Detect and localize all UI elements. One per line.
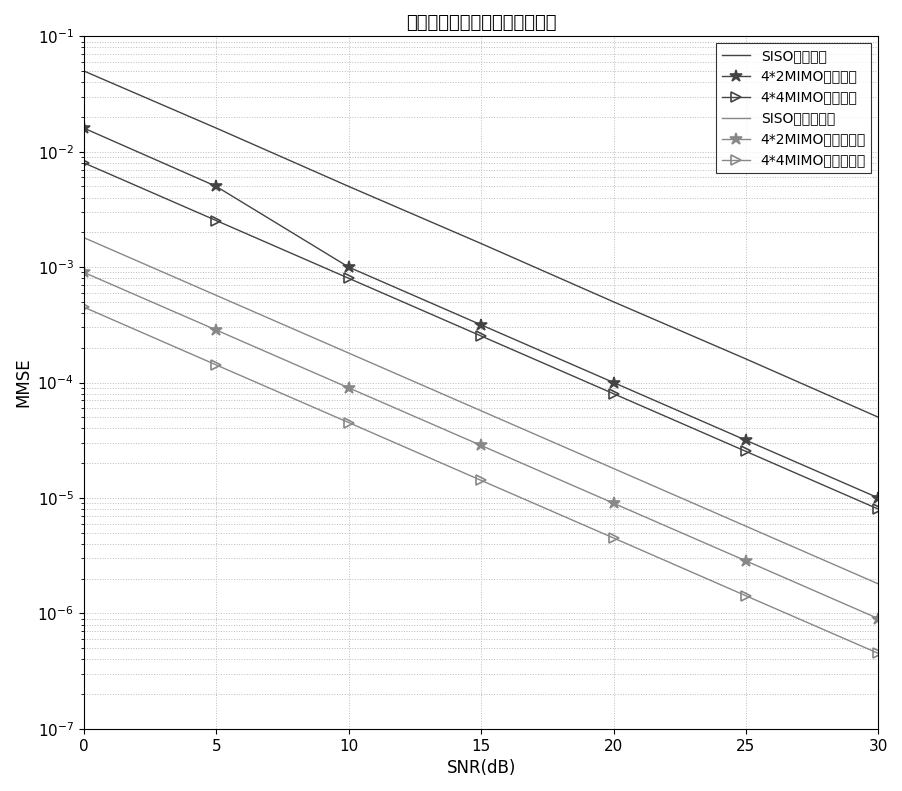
4*2MIMO本发明方案	[78, 267, 89, 277]
4*2MIMO传统方案	[78, 123, 89, 133]
4*4MIMO本发明方案	[608, 533, 619, 543]
Y-axis label: MMSE: MMSE	[14, 358, 32, 407]
SISO本发明方案	[608, 464, 619, 473]
SISO传统方案	[873, 413, 884, 422]
4*2MIMO本发明方案	[873, 614, 884, 623]
4*2MIMO传统方案	[344, 263, 354, 272]
4*2MIMO传统方案	[873, 494, 884, 503]
SISO传统方案	[741, 354, 751, 364]
4*4MIMO传统方案	[608, 389, 619, 399]
4*2MIMO本发明方案	[475, 441, 486, 450]
Title: 改进的粗频偏估计算法性能比较: 改进的粗频偏估计算法性能比较	[406, 14, 557, 32]
SISO本发明方案	[344, 348, 354, 358]
4*2MIMO本发明方案	[741, 556, 751, 566]
SISO传统方案	[475, 239, 486, 248]
4*4MIMO传统方案	[475, 331, 486, 341]
4*2MIMO传统方案	[608, 378, 619, 388]
4*2MIMO本发明方案	[344, 383, 354, 392]
Line: 4*2MIMO本发明方案: 4*2MIMO本发明方案	[78, 266, 885, 625]
SISO本发明方案	[873, 579, 884, 589]
Line: 4*4MIMO传统方案: 4*4MIMO传统方案	[79, 158, 883, 514]
4*2MIMO传统方案	[211, 182, 222, 191]
4*4MIMO本发明方案	[78, 302, 89, 312]
4*4MIMO传统方案	[211, 216, 222, 225]
4*4MIMO传统方案	[741, 447, 751, 456]
SISO传统方案	[344, 182, 354, 191]
4*4MIMO本发明方案	[873, 649, 884, 658]
SISO传统方案	[211, 123, 222, 133]
Line: 4*2MIMO传统方案: 4*2MIMO传统方案	[78, 122, 885, 504]
X-axis label: SNR(dB): SNR(dB)	[446, 759, 516, 777]
4*4MIMO传统方案	[873, 505, 884, 514]
Line: SISO传统方案: SISO传统方案	[84, 71, 879, 418]
4*2MIMO本发明方案	[608, 498, 619, 508]
4*2MIMO传统方案	[741, 436, 751, 445]
SISO本发明方案	[741, 521, 751, 531]
SISO传统方案	[608, 297, 619, 307]
4*4MIMO本发明方案	[741, 591, 751, 600]
4*4MIMO传统方案	[78, 158, 89, 168]
4*4MIMO本发明方案	[475, 475, 486, 485]
Line: SISO本发明方案: SISO本发明方案	[84, 237, 879, 584]
4*2MIMO传统方案	[475, 320, 486, 330]
SISO本发明方案	[475, 406, 486, 415]
4*4MIMO本发明方案	[211, 360, 222, 369]
4*4MIMO传统方案	[344, 274, 354, 283]
SISO传统方案	[78, 66, 89, 76]
4*4MIMO本发明方案	[344, 418, 354, 427]
Legend: SISO传统方案, 4*2MIMO传统方案, 4*4MIMO传统方案, SISO本发明方案, 4*2MIMO本发明方案, 4*4MIMO本发明方案: SISO传统方案, 4*2MIMO传统方案, 4*4MIMO传统方案, SISO…	[716, 44, 871, 173]
4*2MIMO本发明方案	[211, 325, 222, 335]
SISO本发明方案	[78, 233, 89, 242]
SISO本发明方案	[211, 290, 222, 300]
Line: 4*4MIMO本发明方案: 4*4MIMO本发明方案	[79, 302, 883, 658]
